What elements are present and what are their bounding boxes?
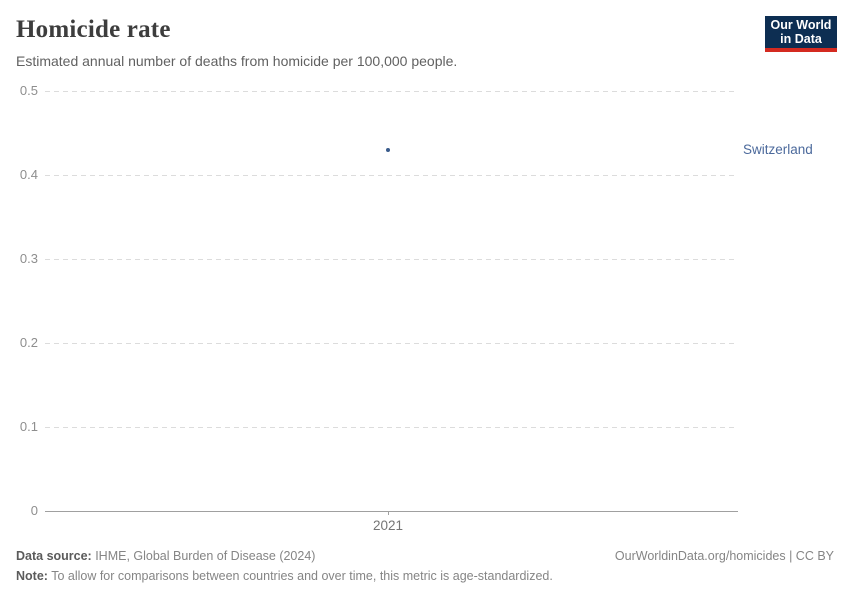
gridline [45,91,738,92]
y-axis-tick-label: 0.1 [19,419,38,434]
footer-note-label: Note: [16,569,48,583]
owid-logo[interactable]: Our World in Data [765,16,837,52]
footer-source-value: IHME, Global Burden of Disease (2024) [91,549,316,563]
y-axis-tick-label: 0.5 [19,83,38,98]
gridline [45,175,738,176]
y-axis-tick-label: 0.3 [19,251,38,266]
footer-license-link[interactable]: OurWorldinData.org/homicides | CC BY [614,549,834,563]
chart-subtitle: Estimated annual number of deaths from h… [16,53,458,69]
gridline [45,427,738,428]
owid-logo-line1: Our World [770,18,832,32]
gridline [45,259,738,260]
chart-title: Homicide rate [16,16,171,43]
y-axis-tick-label: 0.4 [19,167,38,182]
footer-source: Data source: IHME, Global Burden of Dise… [16,549,315,563]
owid-logo-line2: in Data [780,32,822,46]
data-point-switzerland[interactable] [386,147,390,152]
footer-note-value: To allow for comparisons between countri… [47,569,553,583]
entity-label-switzerland[interactable]: Switzerland [743,141,813,157]
x-axis-line [45,511,738,512]
footer-source-label: Data source: [16,549,92,563]
footer-note: Note: To allow for comparisons between c… [16,569,553,583]
x-axis-tick-label: 2021 [372,518,404,533]
x-axis-tick [388,511,389,515]
y-axis-tick-label: 0 [30,503,38,518]
y-axis-tick-label: 0.2 [19,335,38,350]
gridline [45,343,738,344]
